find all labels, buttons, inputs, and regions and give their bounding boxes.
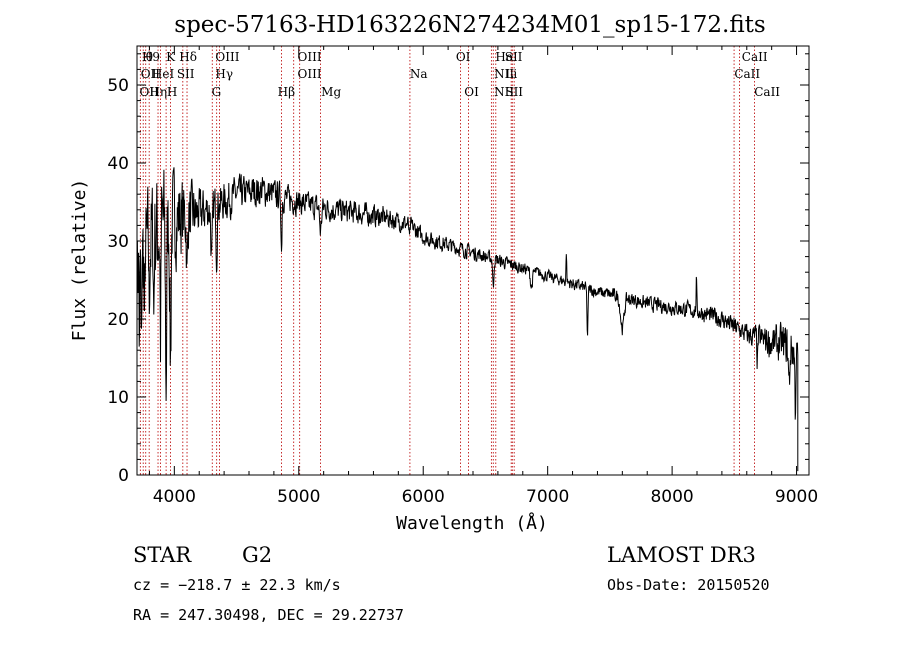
line-marker-label: Hβ	[278, 85, 295, 99]
line-marker-label: SII	[505, 50, 523, 64]
object-class: STAR	[133, 543, 192, 567]
line-marker-label: H	[167, 85, 177, 99]
spectrum-series-line	[136, 167, 799, 472]
line-marker-label: Hη	[149, 85, 167, 99]
x-tick-label: 4000	[153, 487, 196, 507]
survey-name: LAMOST DR3	[607, 543, 756, 567]
x-axis-label: Wavelength (Å)	[396, 512, 548, 534]
line-marker-label: H9	[142, 50, 160, 64]
x-tick-label: 5000	[277, 487, 320, 507]
line-marker-label: Mg	[321, 85, 341, 99]
line-marker-label: OI	[464, 85, 479, 99]
line-marker-label: θ	[146, 50, 153, 64]
line-marker-label: NII	[494, 85, 514, 99]
x-tick-label: 7000	[526, 487, 569, 507]
line-marker-label: OIII	[215, 50, 239, 64]
line-marker-label: HeI	[152, 67, 175, 81]
line-marker-label: SII	[505, 85, 523, 99]
x-tick-label: 9000	[775, 487, 818, 507]
line-marker-label: OIII	[298, 67, 322, 81]
line-marker-label: OIII	[298, 50, 322, 64]
line-marker-label: OII	[141, 67, 161, 81]
y-tick-label: 30	[107, 232, 129, 252]
line-marker-label: OI	[456, 50, 471, 64]
x-tick-label: 8000	[650, 487, 693, 507]
line-marker-label: Hγ	[215, 67, 233, 81]
line-marker-label: Na	[410, 67, 428, 81]
y-axis-label: Flux (relative)	[69, 179, 90, 342]
y-tick-label: 10	[107, 388, 129, 408]
line-markers	[139, 46, 755, 475]
line-marker-label: NII	[494, 67, 514, 81]
observation-date: Obs-Date: 20150520	[607, 576, 770, 594]
coordinates: RA = 247.30498, DEC = 29.22737	[133, 606, 404, 624]
y-tick-label: 20	[107, 310, 129, 330]
plot-frame	[136, 45, 810, 476]
line-marker-label: CaII	[734, 67, 760, 81]
chart-title: spec-57163-HD163226N274234M01_sp15-172.f…	[174, 12, 765, 38]
line-marker-label: OII	[139, 85, 159, 99]
y-tick-label: 40	[107, 154, 129, 174]
line-marker-label: CaII	[742, 50, 768, 64]
line-marker-label: G	[212, 85, 222, 99]
line-marker-label: SII	[177, 67, 195, 81]
y-tick-label: 0	[118, 466, 129, 486]
object-subclass: G2	[242, 543, 272, 567]
line-marker-label: CaII	[754, 85, 780, 99]
y-tick-label: 50	[107, 76, 129, 96]
redshift-velocity: cz = −218.7 ± 22.3 km/s	[133, 576, 341, 594]
line-marker-label: Hα	[495, 50, 514, 64]
x-axis: 4000 5000 6000 7000 8000 9000	[148, 46, 818, 507]
line-marker-label: Hδ	[179, 50, 197, 64]
line-marker-label: Li	[505, 67, 517, 81]
line-marker-label: K	[166, 50, 176, 64]
x-tick-label: 6000	[402, 487, 445, 507]
y-axis: 0 10 20 30 40 50	[107, 53, 809, 486]
